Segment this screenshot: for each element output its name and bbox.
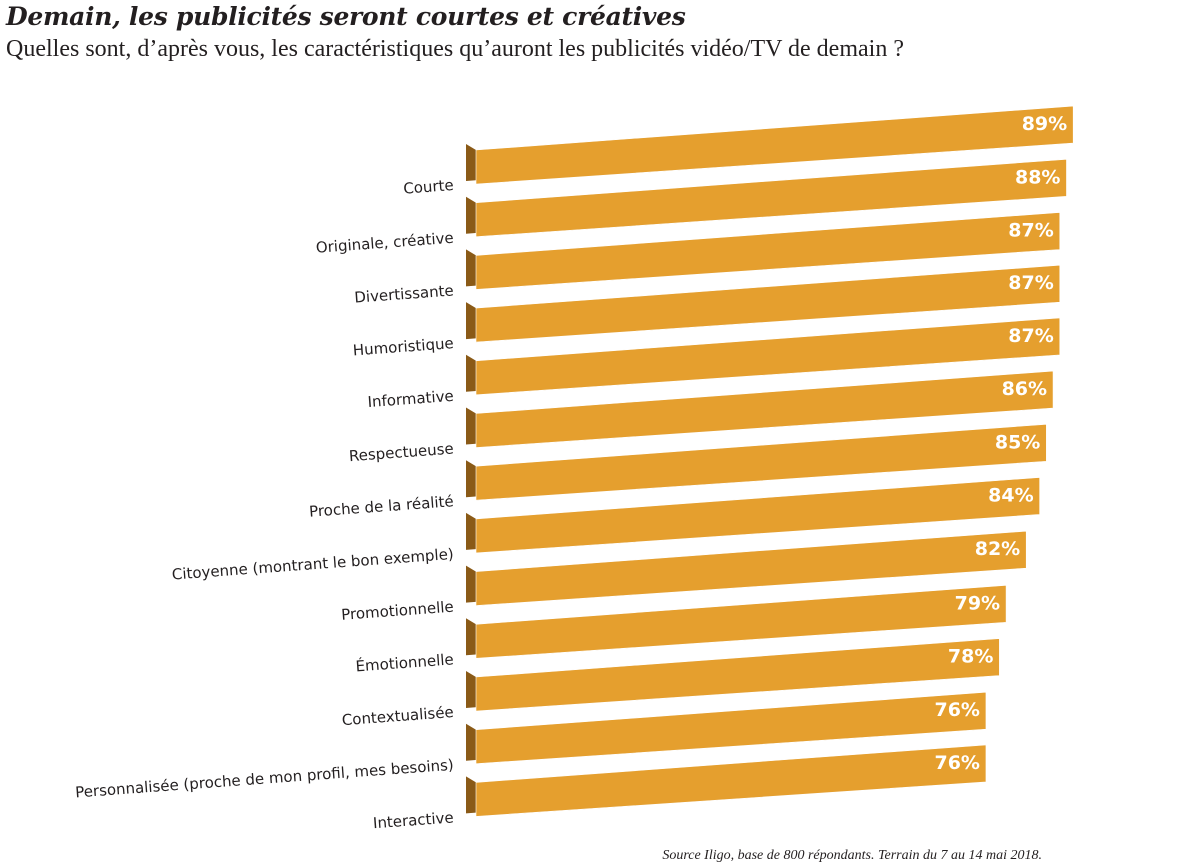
category-label-originale-creative: Originale, créative xyxy=(315,229,454,257)
value-label-promotionnelle: 82% xyxy=(975,538,1020,560)
bar-personnalisee-proche-de-mon-profil-mes-besoins xyxy=(475,691,987,765)
value-label-originale-creative: 88% xyxy=(1015,166,1060,188)
value-label-interactive: 76% xyxy=(934,752,979,774)
value-label-contextualisee: 78% xyxy=(948,646,993,668)
category-label-proche-de-la-realite: Proche de la réalité xyxy=(308,492,454,521)
value-label-informative: 87% xyxy=(1008,325,1053,347)
bar-courte xyxy=(475,105,1074,185)
category-label-personnalisee-proche-de-mon-profil-mes-besoins: Personnalisée (proche de mon profil, mes… xyxy=(75,756,455,802)
bar-respectueuse xyxy=(475,370,1054,448)
bar-originale-creative xyxy=(475,158,1067,238)
value-label-respectueuse: 86% xyxy=(1002,378,1047,400)
category-labels-group: Courte Originale, créative Divertissante Hu… xyxy=(75,176,455,832)
bar-emotionnelle xyxy=(475,585,1007,659)
bar-proche-de-la-realite xyxy=(475,423,1047,501)
value-label-proche-de-la-realite: 85% xyxy=(995,431,1040,453)
category-label-promotionnelle: Promotionnelle xyxy=(341,598,455,624)
source-note: Source Iligo, base de 800 répondants. Te… xyxy=(662,848,1042,863)
value-label-divertissante: 87% xyxy=(1008,219,1053,241)
bar-humoristique xyxy=(475,264,1061,343)
category-label-respectueuse: Respectueuse xyxy=(348,440,454,466)
value-label-personnalisee-proche-de-mon-profil-mes-besoins: 76% xyxy=(934,699,979,721)
bar-informative xyxy=(475,317,1061,396)
category-label-divertissante: Divertissante xyxy=(354,281,455,306)
category-label-interactive: Interactive xyxy=(372,808,454,832)
category-label-informative: Informative xyxy=(367,387,454,411)
bar-citoyenne-montrant-le-bon-exemple xyxy=(475,477,1040,554)
bar-divertissante xyxy=(475,212,1061,290)
bars-group xyxy=(466,105,1074,817)
bar-contextualisee xyxy=(475,638,1000,712)
value-label-emotionnelle: 79% xyxy=(955,592,1000,614)
bar-interactive xyxy=(475,744,987,817)
category-label-emotionnelle: Émotionnelle xyxy=(355,649,454,675)
category-label-citoyenne-montrant-le-bon-exemple: Citoyenne (montrant le bon exemple) xyxy=(171,545,454,584)
value-labels-group: 89% 88% 87% 87% 87% 86% 85% 84% 82% 79% 78% 76% 76% xyxy=(934,113,1067,774)
category-label-courte: Courte xyxy=(403,176,455,198)
category-label-humoristique: Humoristique xyxy=(352,334,454,359)
value-label-citoyenne-montrant-le-bon-exemple: 84% xyxy=(988,484,1033,506)
bar-promotionnelle xyxy=(475,530,1027,606)
value-label-courte: 89% xyxy=(1022,113,1067,135)
chart-subtitle: Quelles sont, d’après vous, les caractér… xyxy=(6,36,904,62)
category-label-contextualisee: Contextualisée xyxy=(341,703,454,729)
chart-title: Demain, les publicités seront courtes et… xyxy=(6,2,686,31)
value-label-humoristique: 87% xyxy=(1008,272,1053,294)
